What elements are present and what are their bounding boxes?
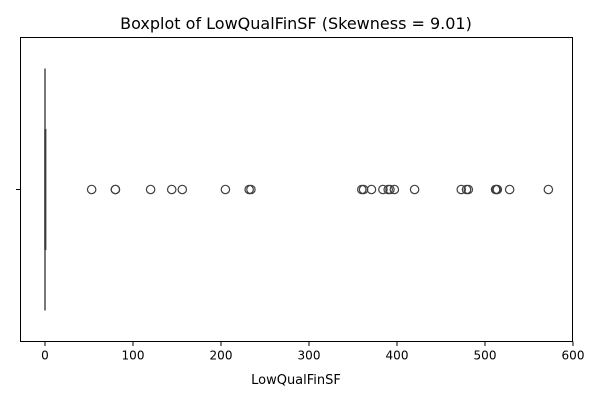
- outlier-point: [166, 184, 177, 195]
- plot-area: [20, 37, 573, 342]
- outlier-point: [543, 184, 554, 195]
- x-tick-label: 0: [41, 349, 49, 363]
- x-tick-label: 500: [474, 349, 497, 363]
- outlier-point: [385, 184, 395, 195]
- outlier-point: [492, 184, 503, 195]
- outlier-point: [86, 184, 97, 195]
- outlier-point: [110, 184, 121, 195]
- chart-marks: [44, 68, 554, 311]
- outlier-point: [220, 184, 231, 195]
- x-tick-label: 400: [386, 349, 409, 363]
- x-axis-label: LowQualFinSF: [251, 373, 341, 388]
- outlier-point: [246, 184, 256, 195]
- outlier-point: [378, 184, 388, 195]
- x-tick-label: 100: [122, 349, 145, 363]
- outlier-point: [177, 184, 188, 195]
- outlier-point: [409, 184, 420, 195]
- outlier-point: [463, 184, 474, 195]
- outlier-point: [389, 184, 400, 195]
- outlier-point: [145, 184, 156, 195]
- outlier-point: [456, 184, 467, 195]
- chart-title: Boxplot of LowQualFinSF (Skewness = 9.01…: [120, 14, 472, 33]
- outlier-point: [366, 184, 377, 195]
- x-tick-label: 600: [562, 349, 585, 363]
- outlier-point: [504, 184, 515, 195]
- x-tick-label: 200: [210, 349, 233, 363]
- x-tick-label: 300: [298, 349, 321, 363]
- x-axis-ticks: 0 100 200 300 400 500 600: [41, 341, 585, 363]
